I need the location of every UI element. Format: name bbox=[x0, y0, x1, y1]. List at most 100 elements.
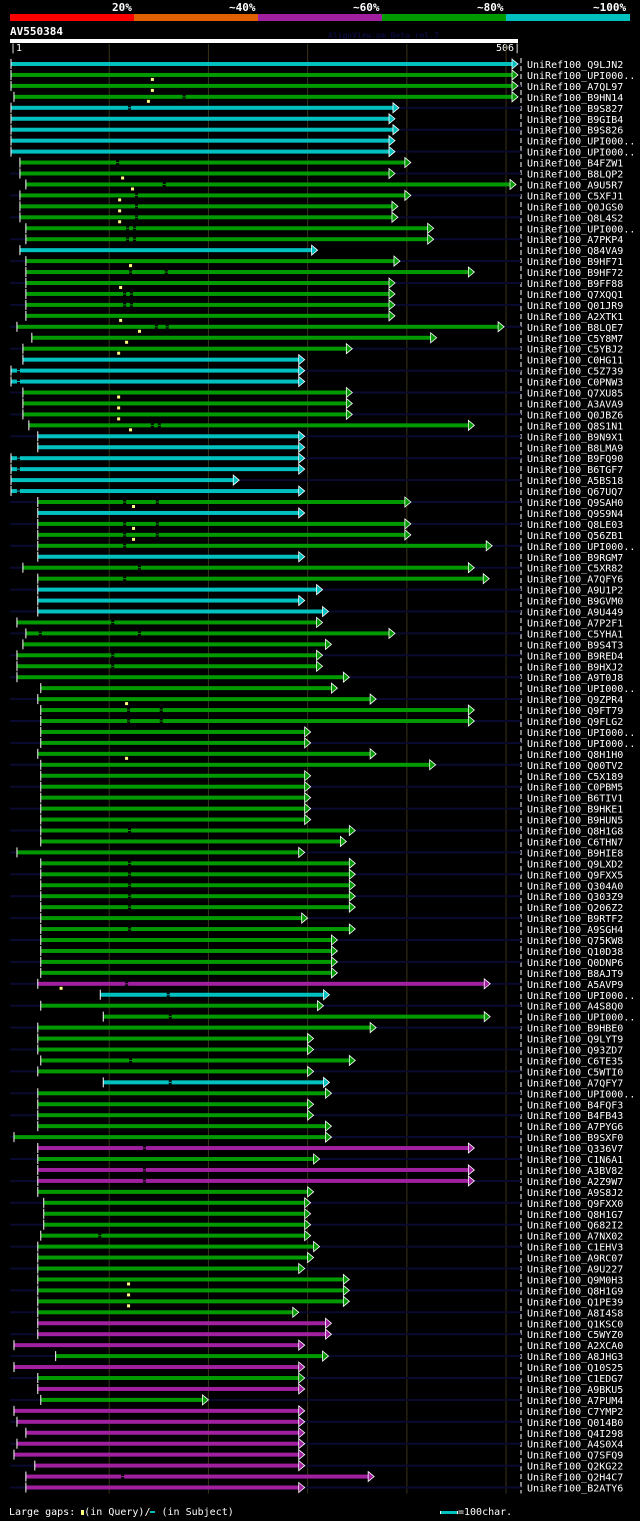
hit-bar bbox=[37, 1386, 299, 1391]
hit-label: UniRef100_Q0DNP6 bbox=[527, 958, 623, 969]
subject-gap-line bbox=[16, 457, 20, 459]
hit-end-arrow bbox=[323, 988, 331, 1001]
hit-bar bbox=[40, 894, 350, 899]
hit-label: UniRef100_Q7SFQ9 bbox=[527, 1451, 623, 1462]
hit-label: UniRef100_A7QFY7 bbox=[527, 1078, 623, 1089]
hit-bar bbox=[11, 138, 389, 143]
hit-end-arrow bbox=[404, 156, 412, 169]
hit-end-arrow bbox=[497, 320, 505, 333]
hit-end-arrow bbox=[348, 879, 356, 892]
hit-label: UniRef100_B9S826 bbox=[527, 126, 623, 137]
row-background-stripe bbox=[10, 1398, 521, 1401]
hit-end-arrow bbox=[511, 69, 519, 81]
subject-gap-line bbox=[123, 545, 127, 547]
hit-end-arrow bbox=[393, 255, 401, 267]
hit-label: UniRef100_Q10D38 bbox=[527, 947, 623, 958]
hit-end-arrow bbox=[388, 309, 396, 322]
query-gap-marker bbox=[117, 406, 121, 410]
subject-gap-line bbox=[128, 928, 132, 930]
hit-bar bbox=[37, 1321, 326, 1326]
hit-end-arrow bbox=[307, 1251, 315, 1264]
hit-label: UniRef100_UPI000.. bbox=[527, 684, 635, 695]
subject-gap-line bbox=[127, 709, 131, 711]
hit-bar bbox=[11, 379, 299, 384]
hit-label: UniRef100_Q8H1G7 bbox=[527, 1210, 623, 1221]
hit-label: UniRef100_A9U1P2 bbox=[527, 586, 623, 597]
hit-end-arrow bbox=[391, 211, 399, 224]
hit-bar bbox=[40, 1397, 203, 1402]
hit-bar bbox=[40, 817, 305, 822]
subject-gap-line bbox=[126, 227, 130, 229]
hit-end-arrow bbox=[331, 682, 339, 695]
query-gap-marker bbox=[129, 264, 133, 268]
hit-label: UniRef100_B9HKE1 bbox=[527, 805, 623, 816]
hit-label: UniRef100_A4S8Q0 bbox=[527, 1002, 623, 1013]
hit-label: UniRef100_B9N9X1 bbox=[527, 432, 623, 443]
hit-end-arrow bbox=[348, 868, 356, 881]
hit-label: UniRef100_Q336V7 bbox=[527, 1144, 623, 1155]
hit-end-arrow bbox=[298, 353, 306, 366]
subject-gap-line bbox=[142, 1147, 146, 1149]
hit-bar bbox=[40, 916, 302, 921]
hit-label: UniRef100_A2XTK1 bbox=[527, 312, 623, 323]
hit-bar bbox=[40, 784, 305, 789]
subject-gap-line bbox=[16, 381, 20, 383]
hit-label: UniRef100_A9U449 bbox=[527, 608, 623, 619]
hit-label: UniRef100_Q8H1H0 bbox=[527, 750, 623, 761]
subject-gap-line bbox=[182, 96, 186, 98]
hit-label: UniRef100_C1EHV3 bbox=[527, 1243, 623, 1254]
query-gap-marker bbox=[117, 395, 121, 399]
hit-bar bbox=[11, 127, 393, 132]
hit-bar bbox=[40, 740, 305, 745]
hit-label: UniRef100_C5WYZ0 bbox=[527, 1330, 623, 1341]
hit-bar bbox=[11, 489, 299, 494]
hit-label: UniRef100_Q9M0H3 bbox=[527, 1275, 623, 1286]
hit-end-arrow bbox=[348, 1054, 356, 1067]
hit-end-arrow bbox=[388, 112, 396, 125]
hit-end-arrow bbox=[348, 824, 356, 837]
query-gap-marker bbox=[132, 537, 136, 541]
hit-bar bbox=[40, 828, 350, 833]
hit-end-arrow bbox=[298, 452, 306, 465]
hit-end-arrow bbox=[348, 923, 356, 935]
hit-bar bbox=[25, 291, 389, 296]
hit-bar bbox=[25, 281, 389, 285]
subject-gap-line bbox=[126, 238, 130, 240]
hit-label: UniRef100_B2ATY6 bbox=[527, 1484, 623, 1495]
hit-bar bbox=[31, 335, 431, 340]
hit-end-arrow bbox=[342, 671, 350, 684]
hit-label: UniRef100_B9GVM0 bbox=[527, 597, 623, 608]
query-gap-marker bbox=[127, 1304, 131, 1308]
query-gap-marker bbox=[119, 318, 123, 322]
hit-bar bbox=[25, 1485, 299, 1490]
hit-bar bbox=[37, 510, 299, 515]
hit-label: UniRef100_B8AJT9 bbox=[527, 969, 623, 980]
hit-label: UniRef100_B9RGM7 bbox=[527, 553, 623, 564]
hit-end-arrow bbox=[316, 583, 324, 596]
hit-bar bbox=[43, 1222, 305, 1227]
hit-end-arrow bbox=[298, 1426, 306, 1439]
hit-label: UniRef100_UPI000.. bbox=[527, 71, 635, 82]
subject-gap-line bbox=[162, 183, 166, 185]
query-start-label: 1 bbox=[16, 43, 23, 54]
hit-label: UniRef100_Q10S25 bbox=[527, 1363, 623, 1374]
hit-end-arrow bbox=[388, 277, 396, 289]
hit-bar bbox=[28, 423, 469, 428]
hit-bar bbox=[37, 1178, 469, 1183]
hit-bar bbox=[37, 576, 484, 581]
subject-gap-line bbox=[128, 873, 132, 875]
subject-gap-line bbox=[155, 523, 159, 525]
hit-end-arrow bbox=[427, 233, 435, 246]
hit-label: UniRef100_B4FZW1 bbox=[527, 159, 623, 170]
hit-end-arrow bbox=[298, 1262, 306, 1275]
subject-gap-line bbox=[129, 271, 133, 273]
hit-label: UniRef100_Q9FT79 bbox=[527, 706, 623, 717]
hit-bar bbox=[22, 401, 347, 406]
hit-bar bbox=[11, 62, 512, 66]
hit-end-arrow bbox=[304, 737, 312, 749]
hit-end-arrow bbox=[304, 791, 312, 804]
hit-bar bbox=[40, 708, 469, 713]
hit-bar bbox=[19, 171, 389, 176]
hit-end-arrow bbox=[430, 331, 438, 344]
hit-label: UniRef100_Q2H4C7 bbox=[527, 1473, 623, 1484]
